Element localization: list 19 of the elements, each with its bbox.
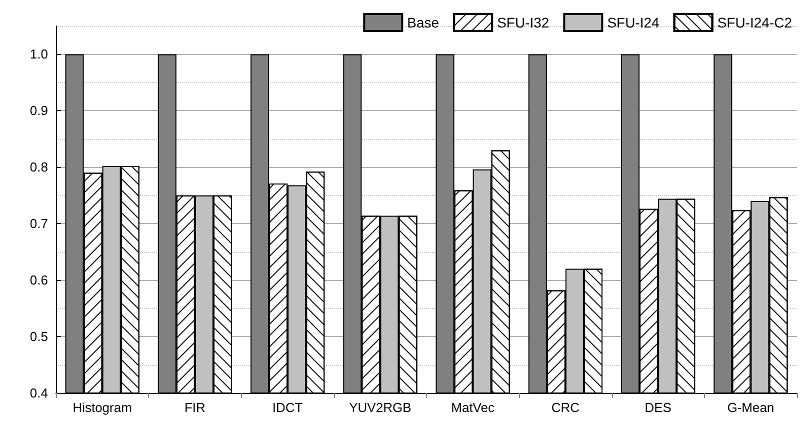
legend-label: SFU-I24: [607, 14, 660, 30]
y-tick-label: 0.5: [30, 329, 48, 344]
legend-label: SFU-I32: [497, 14, 550, 30]
legend-label: SFU-I24-C2: [717, 14, 792, 30]
x-tick-label: YUV2RGB: [349, 400, 412, 415]
y-tick-label: 0.8: [30, 160, 48, 175]
x-tick-label: DES: [644, 400, 672, 415]
x-tick-label: FIR: [184, 400, 206, 415]
y-tick-label: 0.4: [30, 386, 48, 400]
x-tick-label: G-Mean: [727, 400, 774, 415]
x-tick-label: MatVec: [451, 400, 495, 415]
x-tick-label: IDCT: [272, 400, 303, 415]
y-tick-label: 1.0: [30, 46, 48, 62]
y-tick-label: 0.7: [30, 216, 48, 232]
x-tick-label: CRC: [551, 400, 580, 415]
y-tick-label: 0.6: [30, 272, 48, 288]
y-tick-label: 0.9: [30, 103, 48, 118]
legend-label: Base: [407, 14, 440, 30]
x-tick-label: Histogram: [72, 400, 132, 415]
